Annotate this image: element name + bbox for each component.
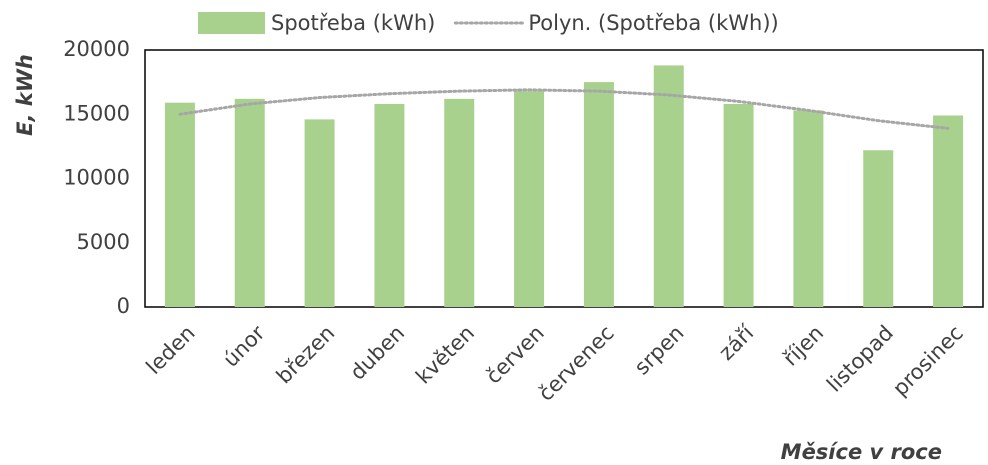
bar bbox=[723, 103, 754, 307]
y-tick-label: 5000 bbox=[77, 230, 130, 254]
x-tick-label: září bbox=[714, 320, 759, 365]
legend-label: Spotřeba (kWh) bbox=[271, 11, 435, 35]
bar bbox=[234, 98, 265, 307]
x-tick-label: červen bbox=[481, 321, 549, 389]
x-tick-label: říjen bbox=[778, 321, 828, 371]
y-tick-label: 0 bbox=[117, 294, 130, 318]
bar bbox=[933, 115, 964, 307]
x-tick-label: duben bbox=[345, 321, 409, 385]
bar bbox=[583, 82, 614, 307]
trend-line bbox=[178, 88, 950, 130]
x-tick-label: srpen bbox=[630, 321, 689, 380]
x-tick-label: červenec bbox=[534, 321, 619, 406]
bar bbox=[374, 103, 405, 307]
bar bbox=[164, 102, 195, 307]
bar bbox=[863, 150, 894, 307]
y-axis-label: E, kWh bbox=[13, 54, 37, 136]
x-tick-label: únor bbox=[219, 321, 270, 372]
y-tick-label: 20000 bbox=[63, 37, 130, 61]
bar bbox=[304, 119, 335, 307]
x-tick-label: prosinec bbox=[888, 321, 968, 401]
x-axis-label: Měsíce v roce bbox=[781, 440, 942, 464]
x-tick-label: leden bbox=[141, 321, 199, 379]
bar bbox=[444, 98, 475, 307]
x-tick-label: květen bbox=[411, 321, 479, 389]
bar bbox=[514, 91, 545, 308]
legend-swatch bbox=[198, 12, 265, 34]
x-tick-label: listopad bbox=[822, 321, 898, 397]
legend-label: Polyn. (Spotřeba (kWh)) bbox=[528, 11, 778, 35]
bar bbox=[793, 110, 824, 308]
y-tick-label: 10000 bbox=[63, 166, 130, 190]
plot-frame bbox=[144, 49, 984, 308]
y-tick-label: 15000 bbox=[63, 101, 130, 125]
x-tick-label: březen bbox=[272, 321, 340, 389]
bar bbox=[653, 65, 684, 307]
